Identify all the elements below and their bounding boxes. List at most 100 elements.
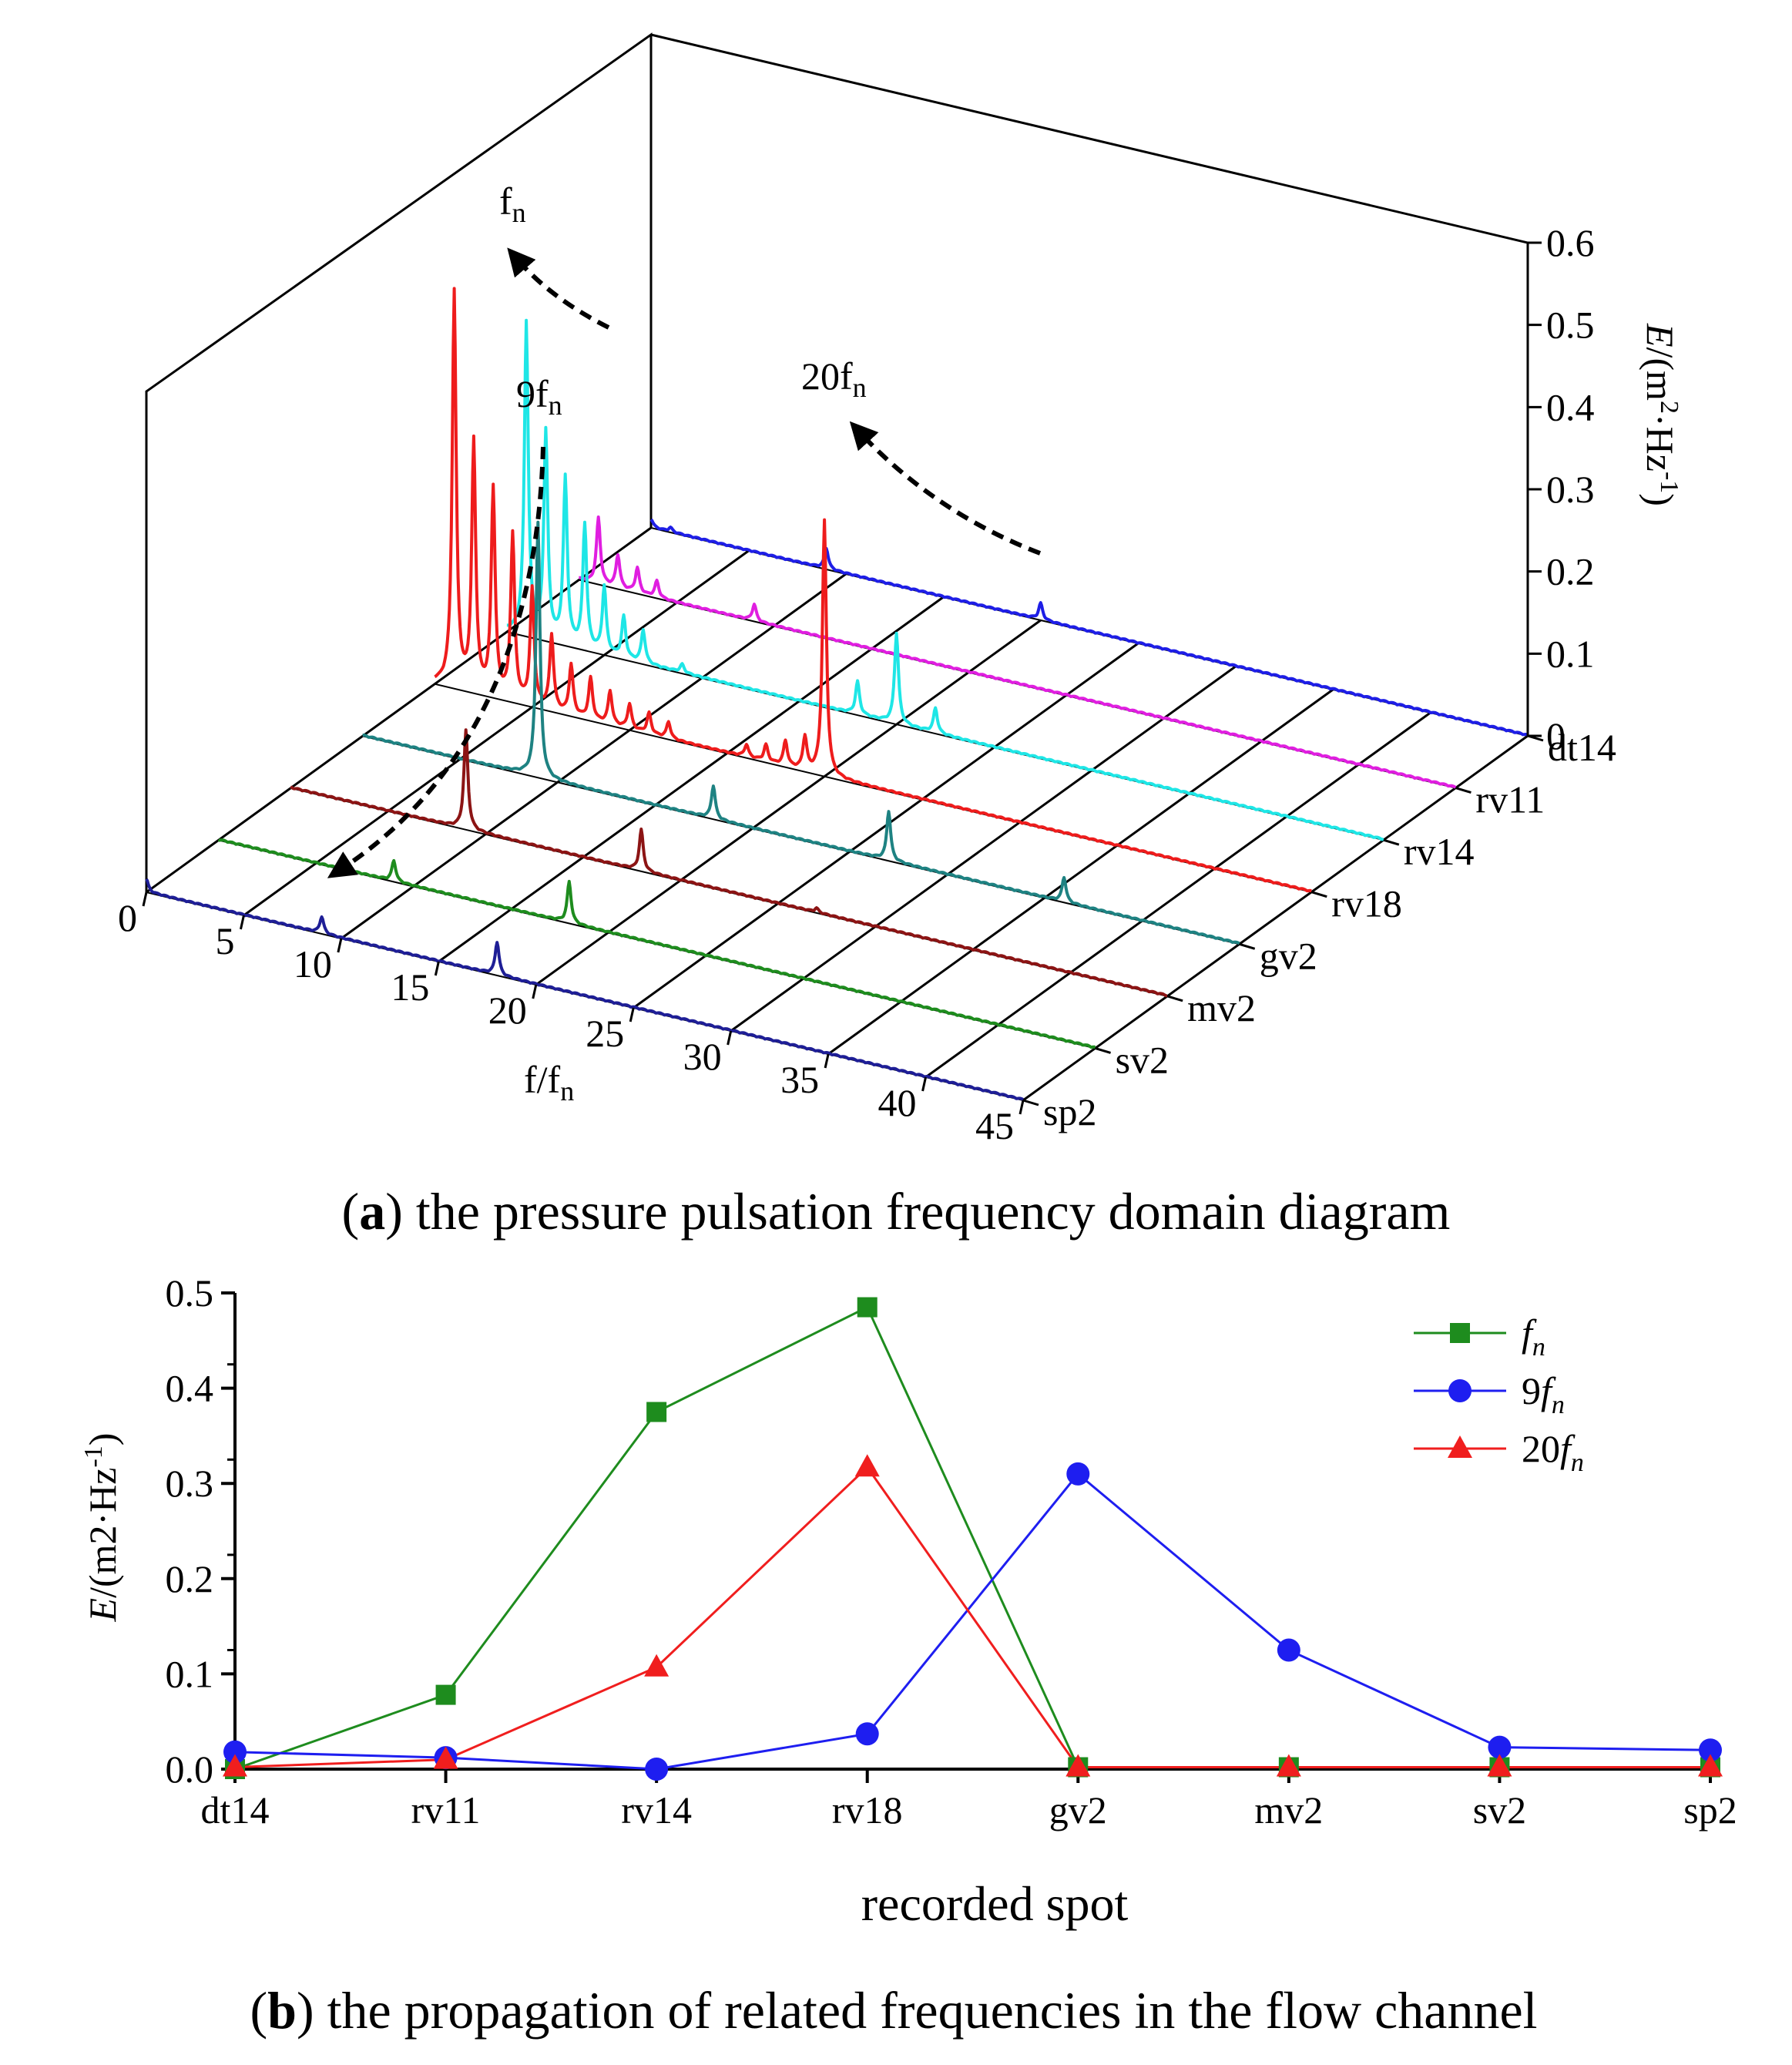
waterfall-series-line (434, 287, 1312, 893)
waterfall-x-tick-label: 30 (683, 1035, 722, 1078)
propagation-marker-square (435, 1684, 456, 1705)
waterfall-series-line (578, 515, 1457, 789)
propagation-marker-circle (855, 1722, 879, 1746)
waterfall-x-ticks: 0 5 10 15 20 25 30 35 40 45 (118, 891, 1025, 1147)
caption-b-letter: b (267, 1981, 297, 2040)
propagation-marker-triangle (1276, 1754, 1301, 1777)
waterfall-x-tick-label: 35 (780, 1058, 819, 1101)
waterfall-z-axis-title-prefix: E (1639, 323, 1682, 348)
propagation-marker-circle (1699, 1738, 1722, 1762)
propagation-marker-circle (1277, 1638, 1300, 1662)
propagation-x-tick-label: sv2 (1473, 1788, 1526, 1832)
waterfall-arrow-20fn (849, 421, 1042, 556)
propagation-marker-circle (1448, 1379, 1472, 1402)
waterfall-annotation-main: 9f (516, 372, 549, 415)
propagation-y-tick-label: 0.1 (166, 1652, 214, 1695)
propagation-series-line (234, 1472, 1711, 1771)
waterfall-z-axis-title-mid: ·Hz (1639, 414, 1682, 472)
caption-a-text: the pressure pulsation frequency domain … (403, 1182, 1451, 1241)
waterfall-z-tick-label: 0.2 (1546, 550, 1595, 593)
waterfall-grid-line-depth (535, 619, 1042, 986)
waterfall-frame (145, 32, 1529, 892)
waterfall-annotation-label: 20fn (801, 354, 867, 403)
waterfall-z-axis-title-sup: 2 (1655, 401, 1683, 414)
propagation-x-tick-label: rv14 (621, 1788, 692, 1832)
waterfall-grid-line-depth (1022, 734, 1529, 1102)
waterfall-grid-line-depth (146, 526, 652, 894)
waterfall-z-tick-label: 0.3 (1546, 468, 1595, 511)
propagation-chart: 0.0 0.1 0.2 0.3 0.4 0.5 dt14 rv11 rv14 rv18 gv2 mv… (79, 1271, 1737, 2040)
waterfall-grid-line-depth (341, 572, 847, 940)
propagation-series-line (234, 1305, 1710, 1771)
propagation-marker-triangle (1448, 1435, 1472, 1458)
waterfall-x-tick-label: 45 (975, 1104, 1014, 1147)
propagation-y-axis-title-prefix: E (81, 1598, 124, 1623)
waterfall-series-line (362, 520, 1240, 945)
waterfall-z-axis-title-rest: /(m (1639, 348, 1682, 401)
waterfall-series-line (290, 728, 1168, 998)
propagation-y-axis-title: E/(m2·Hz-1) (79, 1433, 124, 1623)
propagation-marker-triangle (644, 1654, 669, 1677)
waterfall-series-line (649, 518, 1529, 737)
waterfall-series-line (217, 838, 1096, 1049)
propagation-legend: fn 9fn 20fn (1414, 1311, 1584, 1477)
waterfall-x-axis-title-sub: n (560, 1076, 574, 1106)
waterfall-grid-line-depth (730, 665, 1237, 1032)
propagation-marker-triangle (1698, 1754, 1723, 1777)
waterfall-x-tick (434, 961, 440, 976)
waterfall-depth-tick (1166, 995, 1183, 1002)
propagation-marker-circle (1066, 1462, 1090, 1486)
propagation-y-tick-label: 0.5 (166, 1271, 214, 1315)
caption-a-letter: a (359, 1182, 385, 1241)
waterfall-x-tick (727, 1030, 733, 1046)
waterfall-annotation-main: f (499, 180, 512, 223)
waterfall-depth-tick (1455, 787, 1472, 794)
propagation-legend-sub: n (1532, 1333, 1545, 1362)
waterfall-depth-tick (1239, 942, 1256, 950)
waterfall-x-tick (532, 984, 538, 999)
waterfall-grid-line-depth (925, 711, 1431, 1079)
waterfall-x-tick-label: 5 (215, 919, 234, 962)
waterfall-depth-tick-label: gv2 (1260, 934, 1317, 977)
propagation-marker-square (646, 1402, 667, 1422)
waterfall-x-tick-label: 10 (294, 942, 332, 985)
waterfall-z-ticks: 0 0.1 0.2 0.3 0.4 0.5 0.6 (1526, 221, 1595, 757)
waterfall-x-tick-label: 40 (878, 1081, 917, 1124)
waterfall-z-tick-label: 0.6 (1546, 221, 1595, 264)
propagation-marker-circle (1488, 1735, 1512, 1759)
propagation-marker-triangle (1487, 1754, 1512, 1777)
waterfall-series-line (506, 318, 1384, 841)
waterfall-annotation-sub: n (512, 197, 526, 228)
propagation-legend-prefix: 9 (1522, 1369, 1541, 1412)
waterfall-depth-tick (1310, 891, 1327, 898)
propagation-legend-sub: n (1552, 1391, 1565, 1419)
caption-b-text: the propagation of related frequencies i… (314, 1981, 1538, 2040)
waterfall-x-tick-label: 15 (391, 965, 429, 1009)
caption-a: (a) the pressure pulsation frequency dom… (342, 1182, 1451, 1241)
propagation-marker-square (1450, 1323, 1470, 1343)
waterfall-z-tick-label: 0.1 (1546, 632, 1595, 675)
propagation-marker-triangle (1065, 1754, 1091, 1777)
propagation-marker-circle (645, 1758, 669, 1781)
waterfall-depth-tick-label: sv2 (1116, 1038, 1169, 1081)
waterfall-depth-tick-label: dt14 (1548, 726, 1616, 769)
waterfall-arrow-9fn (327, 446, 545, 878)
propagation-legend-prefix: 20 (1522, 1427, 1560, 1470)
waterfall-x-axis-title: f/fn (524, 1058, 574, 1106)
waterfall-depth-tick-label: sp2 (1043, 1090, 1096, 1133)
propagation-x-axis-title: recorded spot (861, 1876, 1129, 1931)
caption-b: (b) the propagation of related frequenci… (250, 1981, 1537, 2040)
waterfall-x-tick (921, 1076, 928, 1092)
waterfall-x-axis-title-main: f/f (524, 1058, 561, 1101)
waterfall-depth-tick (1095, 1046, 1112, 1054)
waterfall-x-tick (1018, 1100, 1025, 1115)
propagation-y-tick-label: 0.0 (166, 1748, 214, 1791)
waterfall-x-tick (337, 938, 343, 953)
propagation-y-axis-title-sup: -1 (79, 1446, 108, 1467)
waterfall-annotation-sub: n (549, 390, 562, 421)
waterfall-grid (146, 526, 1529, 1102)
waterfall-chart: 0 5 10 15 20 25 30 35 40 45 0 0.1 0.2 0.3 0.4 0.5 0.6 d… (118, 32, 1683, 1241)
propagation-y-tick-label: 0.2 (166, 1557, 214, 1600)
